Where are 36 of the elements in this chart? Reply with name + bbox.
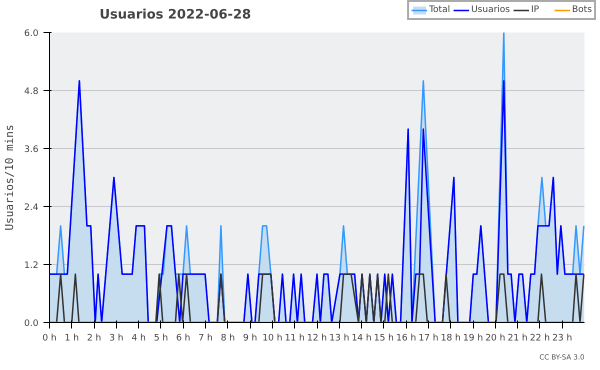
x-tick-label: 23 h [552, 334, 572, 344]
chart-title: Usuarios 2022-06-28 [100, 8, 252, 22]
x-tick-label: 2 h [86, 334, 102, 344]
x-tick-label: 6 h [176, 334, 190, 344]
x-tick-label: 3 h [109, 334, 124, 344]
x-tick-label: 11 h [284, 334, 305, 344]
x-tick-label: 16 h [396, 334, 416, 344]
y-tick-label: 0.0 [24, 319, 39, 329]
legend-label: Usuarios [471, 4, 510, 16]
y-tick-label: 4.8 [24, 87, 39, 97]
x-tick-label: 8 h [220, 334, 235, 344]
x-tick-label: 22 h [530, 334, 550, 344]
x-tick-label: 5 h [154, 334, 168, 344]
y-axis-title: Usuarios/10 mins [3, 124, 16, 230]
x-tick-label: 1 h [64, 334, 79, 344]
y-tick-label: 6.0 [24, 29, 39, 39]
x-tick-label: 17 h [418, 334, 438, 344]
x-tick-label: 14 h [352, 334, 372, 344]
legend-label: IP [531, 4, 540, 16]
x-tick-label: 0 h [42, 334, 57, 344]
legend-label: Bots [572, 4, 592, 16]
x-tick-label: 20 h [485, 334, 506, 344]
x-tick-label: 7 h [198, 334, 213, 344]
y-tick-label: 2.4 [24, 203, 39, 213]
legend-label: Total [429, 4, 450, 16]
x-tick-label: 10 h [262, 334, 282, 344]
x-tick-label: 19 h [463, 334, 484, 344]
y-tick-label: 3.6 [24, 145, 39, 155]
x-tick-label: 12 h [306, 334, 328, 344]
x-tick-label: 18 h [440, 334, 461, 344]
x-tick-label: 13 h [329, 334, 350, 344]
x-tick-label: 4 h [132, 334, 146, 344]
y-tick-label: 1.2 [24, 261, 39, 271]
x-tick-label: 21 h [508, 334, 528, 344]
x-tick-label: 15 h [374, 334, 394, 344]
x-tick-label: 9 h [242, 334, 258, 344]
